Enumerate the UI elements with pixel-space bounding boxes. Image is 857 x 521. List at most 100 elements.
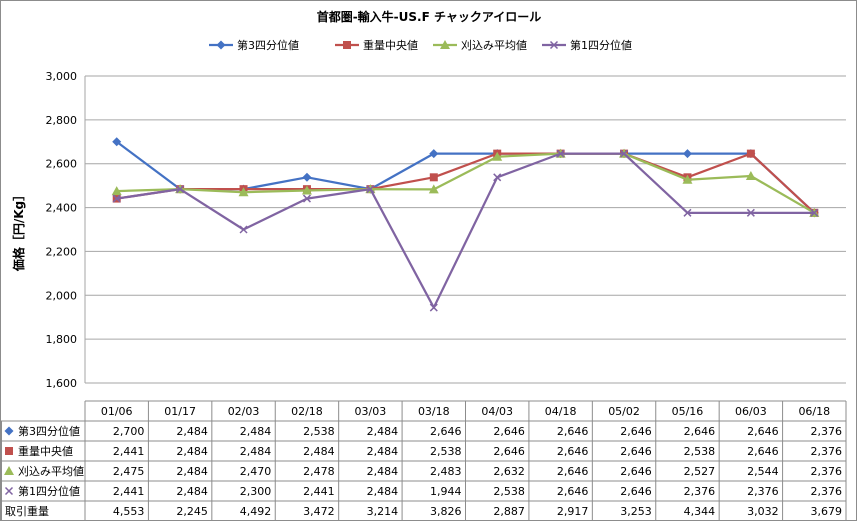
data-point <box>112 137 122 147</box>
y-tick-label: 3,000 <box>46 70 78 83</box>
table-cell: 2,484 <box>176 425 208 438</box>
table-cell: 2,538 <box>684 445 716 458</box>
data-point <box>302 172 312 182</box>
table-cell: 3,472 <box>303 505 335 518</box>
table-row: 第3四分位値 2,700 2,484 2,484 2,538 2,484 2,646 2,64… <box>4 424 842 438</box>
data-point <box>556 149 565 158</box>
table-cell: 2,646 <box>493 445 525 458</box>
table-cell: 2,484 <box>367 425 399 438</box>
table-cell: 2,646 <box>557 445 589 458</box>
data-point <box>239 225 248 234</box>
table-cell: 2,887 <box>493 505 525 518</box>
legend-label: 第1四分位値 <box>570 38 632 52</box>
table-cell: 2,484 <box>176 485 208 498</box>
table-cell: 2,917 <box>557 505 589 518</box>
row-legend-marker <box>4 426 14 436</box>
row-label: 第3四分位値 <box>18 424 80 438</box>
table-cell: 2,646 <box>747 445 779 458</box>
table-cell: 2,484 <box>176 465 208 478</box>
legend-marker <box>216 40 226 50</box>
table-row: 刈込み平均値 2,475 2,484 2,470 2,478 2,484 2,483 2,63… <box>4 465 842 478</box>
data-point <box>111 186 122 196</box>
data-point <box>112 194 121 203</box>
table-cell: 2,376 <box>747 485 779 498</box>
table-cell: 2,544 <box>747 465 779 478</box>
table-cell: 2,646 <box>684 425 716 438</box>
table-cell: 2,376 <box>811 485 843 498</box>
y-tick-label: 1,800 <box>46 333 78 346</box>
x-tick-label: 03/03 <box>355 405 387 418</box>
data-point <box>429 303 438 312</box>
table-cell: 2,484 <box>367 445 399 458</box>
data-point <box>810 208 819 217</box>
chart-title: 首都圏-輸入牛-US.F チャックアイロール <box>317 9 542 24</box>
legend-item: 刈込み平均値 <box>433 39 527 52</box>
legend-item: 第3四分位値 <box>209 38 299 52</box>
row-label: 刈込み平均値 <box>18 465 84 478</box>
legend-label: 第3四分位値 <box>237 38 299 52</box>
row-legend-marker <box>5 447 13 455</box>
y-tick-label: 1,600 <box>46 377 78 390</box>
data-point <box>745 170 756 180</box>
table-cell: 2,245 <box>176 505 208 518</box>
table-cell: 2,470 <box>240 465 272 478</box>
data-point <box>429 149 439 159</box>
table-cell: 4,492 <box>240 505 272 518</box>
table-cell: 2,300 <box>240 485 272 498</box>
x-tick-label: 04/03 <box>481 405 513 418</box>
data-table: 01/06 01/17 02/03 02/18 03/03 03/18 04/03 04/18… <box>1 400 847 520</box>
legend-label: 重量中央値 <box>363 38 418 52</box>
table-cell: 3,679 <box>811 505 843 518</box>
table-cell: 3,032 <box>747 505 779 518</box>
y-tick-label: 2,800 <box>46 114 78 127</box>
table-cell: 3,214 <box>367 505 399 518</box>
data-point <box>746 149 755 158</box>
table-cell: 2,484 <box>367 465 399 478</box>
series-lines <box>111 137 820 312</box>
x-tick-label: 05/02 <box>608 405 640 418</box>
y-tick-label: 2,000 <box>46 289 78 302</box>
legend-item: 重量中央値 <box>335 38 418 52</box>
table-cell: 2,475 <box>113 465 145 478</box>
table-row: 第1四分位値 2,441 2,484 2,300 2,441 2,484 1,944 2,53… <box>4 484 843 498</box>
table-cell: 3,826 <box>430 505 462 518</box>
table-cell: 2,646 <box>620 485 652 498</box>
table-cell: 2,646 <box>557 425 589 438</box>
x-tick-label: 05/16 <box>672 405 704 418</box>
y-axis: 1,600 1,800 2,000 2,200 2,400 2,600 2,800 3,000 <box>46 70 86 390</box>
data-point <box>746 208 755 217</box>
legend-marker <box>549 40 559 50</box>
table-cell: 2,478 <box>303 465 335 478</box>
table-cell: 2,376 <box>684 485 716 498</box>
series-line <box>116 152 815 214</box>
row-label: 第1四分位値 <box>18 484 80 498</box>
table-cell: 2,646 <box>620 425 652 438</box>
x-tick-label: 06/03 <box>735 405 767 418</box>
row-legend-marker <box>4 486 14 496</box>
row-label: 取引重量 <box>5 504 49 518</box>
table-cell: 2,538 <box>430 445 462 458</box>
table-row: 重量中央値 2,441 2,484 2,484 2,484 2,484 2,538 2,646… <box>5 444 842 458</box>
table-cell: 3,253 <box>620 505 652 518</box>
table-cell: 2,441 <box>113 485 145 498</box>
x-tick-label: 03/18 <box>418 405 450 418</box>
y-axis-label: 価格［円/Kg］ <box>11 189 26 272</box>
table-cell: 4,553 <box>113 505 145 518</box>
y-tick-label: 2,400 <box>46 202 78 215</box>
data-point <box>682 174 693 184</box>
table-cell: 2,484 <box>303 445 335 458</box>
data-point <box>366 185 375 194</box>
legend-marker <box>343 41 351 49</box>
legend-item: 第1四分位値 <box>542 38 632 52</box>
table-cell: 2,646 <box>430 425 462 438</box>
table-cell: 2,646 <box>557 465 589 478</box>
x-tick-label: 01/17 <box>164 405 196 418</box>
y-tick-label: 2,600 <box>46 158 78 171</box>
table-cell: 2,484 <box>367 485 399 498</box>
legend: 第3四分位値 重量中央値 刈込み平均値 第1四分位値 <box>209 38 632 52</box>
table-cell: 2,441 <box>303 485 335 498</box>
x-tick-label: 06/18 <box>798 405 830 418</box>
x-tick-label: 01/06 <box>101 405 133 418</box>
